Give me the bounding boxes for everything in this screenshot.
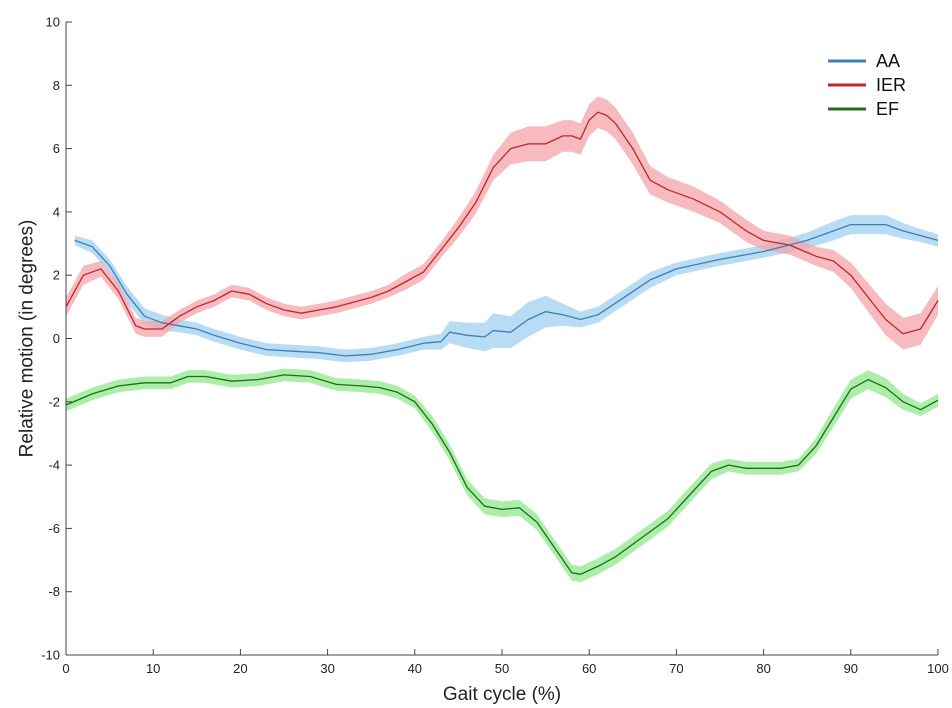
band-aa	[74, 215, 938, 363]
series-line-ier	[65, 111, 939, 335]
y-ticks: -10 -8 -6 -4 -2 0 2 4 6 8 10	[41, 15, 72, 663]
series-line-aa	[74, 223, 939, 357]
x-tick-label: 10	[146, 661, 160, 676]
legend-label-aa: AA	[876, 51, 900, 71]
y-tick-label: -10	[41, 648, 60, 663]
y-tick-label: 10	[46, 15, 60, 30]
y-tick-label: -8	[48, 584, 60, 599]
legend-label-ier: IER	[876, 75, 906, 95]
x-ticks: 0 10 20 30 40 50 60 70 80 90 100	[62, 649, 949, 676]
x-tick-label: 100	[927, 661, 949, 676]
x-tick-label: 50	[495, 661, 509, 676]
series-line-ef	[65, 374, 939, 575]
band-ef	[66, 368, 938, 583]
y-tick-label: 2	[53, 268, 60, 283]
x-tick-label: 40	[408, 661, 422, 676]
band-ier	[66, 96, 938, 350]
y-axis-title: Relative motion (in degrees)	[17, 220, 38, 458]
y-tick-label: 6	[53, 141, 60, 156]
legend: AA IER EF	[828, 51, 906, 119]
y-tick-label: -6	[48, 521, 60, 536]
x-tick-label: 70	[669, 661, 683, 676]
x-tick-label: 20	[233, 661, 247, 676]
y-tick-label: 0	[53, 331, 60, 346]
series-lines	[65, 111, 939, 575]
legend-label-ef: EF	[876, 99, 899, 119]
x-tick-label: 60	[582, 661, 596, 676]
x-tick-label: 30	[320, 661, 334, 676]
x-tick-label: 0	[62, 661, 69, 676]
x-tick-label: 90	[844, 661, 858, 676]
x-axis-title: Gait cycle (%)	[443, 684, 561, 705]
y-tick-label: 8	[53, 78, 60, 93]
y-tick-label: -2	[48, 394, 60, 409]
axes: 0 10 20 30 40 50 60 70 80 90 100 -10 -8 -6 -4 -2 0 2 4 6 8 1…	[41, 15, 949, 677]
y-tick-label: 4	[53, 204, 60, 219]
x-tick-label: 80	[756, 661, 770, 676]
y-tick-label: -4	[48, 458, 60, 473]
